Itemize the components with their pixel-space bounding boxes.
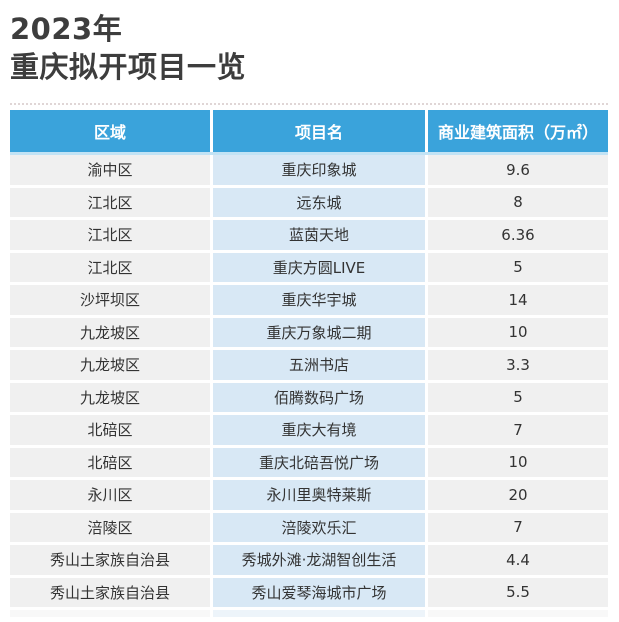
region-cell: 九龙坡区: [10, 317, 210, 347]
table-row: 九龙坡区 五洲书店 3.3: [10, 350, 608, 380]
table-row: 沙坪坝区 重庆华宇城 14: [10, 285, 608, 315]
area-cell: 20: [428, 480, 608, 510]
area-cell: 8: [428, 187, 608, 217]
area-cell: 9.6: [428, 155, 608, 185]
region-cell: 九龙坡区: [10, 382, 210, 412]
region-cell: 江北区: [10, 220, 210, 250]
header-region: 区域: [10, 110, 210, 152]
area-cell: 5: [428, 252, 608, 282]
project-cell: 重庆方圆LIVE: [213, 252, 425, 282]
table-header-row: 区域 项目名 商业建筑面积（万㎡）: [10, 110, 608, 152]
table-row: 北碚区 重庆北碚吾悦广场 10: [10, 447, 608, 477]
region-cell: 永川区: [10, 480, 210, 510]
header-gap: [10, 152, 608, 155]
area-cell: 4.4: [428, 545, 608, 575]
title-line-year: 2023年: [10, 12, 123, 46]
area-cell: [428, 610, 608, 617]
area-cell: 6.36: [428, 220, 608, 250]
project-cell: 重庆华宇城: [213, 285, 425, 315]
table-row: 九龙坡区 重庆万象城二期 10: [10, 317, 608, 347]
table-row: 江北区 远东城 8: [10, 187, 608, 217]
project-cell: 重庆万象城二期: [213, 317, 425, 347]
region-cell: 渝中区: [10, 155, 210, 185]
area-cell: 5: [428, 382, 608, 412]
table-row-cropped: [10, 610, 608, 617]
table-row: 秀山土家族自治县 秀城外滩·龙湖智创生活 4.4: [10, 545, 608, 575]
project-cell: 远东城: [213, 187, 425, 217]
header-project: 项目名: [213, 110, 425, 152]
area-cell: 5.5: [428, 577, 608, 607]
table-row: 北碚区 重庆大有境 7: [10, 415, 608, 445]
region-cell: 涪陵区: [10, 512, 210, 542]
table-row: 涪陵区 涪陵欢乐汇 7: [10, 512, 608, 542]
area-cell: 14: [428, 285, 608, 315]
table-row: 渝中区 重庆印象城 9.6: [10, 155, 608, 185]
project-cell: [213, 610, 425, 617]
page-title: 2023年 重庆拟开项目一览: [10, 10, 608, 86]
header-area: 商业建筑面积（万㎡）: [428, 110, 608, 152]
projects-table: 区域 项目名 商业建筑面积（万㎡） 渝中区 重庆印象城 9.6 江北区 远东城 …: [10, 110, 608, 617]
region-cell: 北碚区: [10, 447, 210, 477]
region-cell: 江北区: [10, 252, 210, 282]
title-line-subject: 重庆拟开项目一览: [10, 50, 247, 84]
project-cell: 秀山爱琴海城市广场: [213, 577, 425, 607]
area-cell: 7: [428, 415, 608, 445]
table-row: 永川区 永川里奥特莱斯 20: [10, 480, 608, 510]
project-cell: 蓝茵天地: [213, 220, 425, 250]
area-cell: 7: [428, 512, 608, 542]
project-cell: 永川里奥特莱斯: [213, 480, 425, 510]
table-row: 江北区 蓝茵天地 6.36: [10, 220, 608, 250]
table-row: 九龙坡区 佰腾数码广场 5: [10, 382, 608, 412]
region-cell: 北碚区: [10, 415, 210, 445]
project-cell: 佰腾数码广场: [213, 382, 425, 412]
area-cell: 10: [428, 317, 608, 347]
table-row: 江北区 重庆方圆LIVE 5: [10, 252, 608, 282]
region-cell: 秀山土家族自治县: [10, 577, 210, 607]
region-cell: [10, 610, 210, 617]
project-cell: 涪陵欢乐汇: [213, 512, 425, 542]
project-cell: 重庆印象城: [213, 155, 425, 185]
region-cell: 江北区: [10, 187, 210, 217]
region-cell: 秀山土家族自治县: [10, 545, 210, 575]
project-cell: 重庆北碚吾悦广场: [213, 447, 425, 477]
project-cell: 重庆大有境: [213, 415, 425, 445]
project-cell: 五洲书店: [213, 350, 425, 380]
dotted-divider: [10, 103, 608, 105]
page: 2023年 重庆拟开项目一览 区域 项目名 商业建筑面积（万㎡） 渝中区 重庆印…: [10, 10, 608, 617]
region-cell: 九龙坡区: [10, 350, 210, 380]
project-cell: 秀城外滩·龙湖智创生活: [213, 545, 425, 575]
table-row: 秀山土家族自治县 秀山爱琴海城市广场 5.5: [10, 577, 608, 607]
area-cell: 10: [428, 447, 608, 477]
area-cell: 3.3: [428, 350, 608, 380]
table-body: 渝中区 重庆印象城 9.6 江北区 远东城 8 江北区 蓝茵天地 6.36 江北…: [10, 155, 608, 617]
region-cell: 沙坪坝区: [10, 285, 210, 315]
